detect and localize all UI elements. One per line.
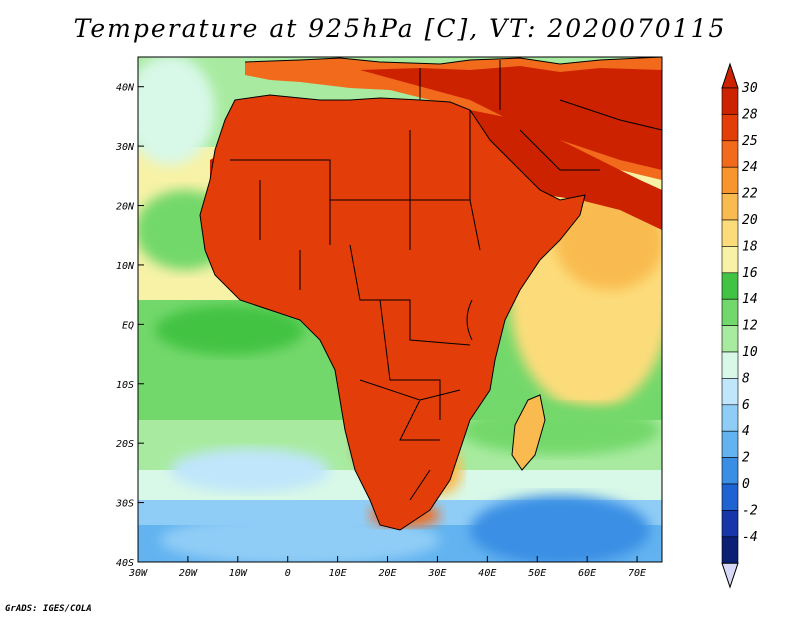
colorbar-label: -4 xyxy=(742,530,758,545)
colorbar-swatch xyxy=(721,272,739,300)
lat-tick-label: 20S xyxy=(116,439,134,450)
colorbar-swatch xyxy=(721,166,739,194)
lon-tick-label: 10E xyxy=(329,568,347,579)
colorbar-swatch xyxy=(721,351,739,379)
country-boundaries xyxy=(199,57,662,531)
colorbar-label: 4 xyxy=(742,424,750,439)
colorbar-label: 14 xyxy=(742,292,758,307)
temperature-field xyxy=(138,57,662,562)
colorbar-swatch xyxy=(721,246,739,274)
lon-tick-label: 0 xyxy=(285,568,291,579)
colorbar-swatch xyxy=(721,140,739,168)
colorbar-swatch xyxy=(721,114,739,142)
lon-tick-label: 70E xyxy=(628,568,646,579)
colorbar-label: 24 xyxy=(742,160,758,175)
colorbar-label: 6 xyxy=(742,398,750,413)
lon-tick-label: 10W xyxy=(229,568,248,579)
lat-tick-label: 30N xyxy=(115,142,135,153)
colorbar-label: -2 xyxy=(742,503,758,518)
lat-tick-label: 40S xyxy=(116,558,134,569)
lat-tick-label: EQ xyxy=(122,320,134,331)
colorbar-swatch xyxy=(721,219,739,247)
lat-tick-label: 40N xyxy=(116,83,135,94)
colorbar-bottom-arrow xyxy=(721,562,739,589)
colorbar-swatch xyxy=(721,483,739,511)
lat-tick-label: 30S xyxy=(115,499,134,510)
colorbar-swatch xyxy=(721,298,739,326)
map-title: Temperature at 925hPa [C], VT: 202007011… xyxy=(73,14,727,43)
colorbar-label: 8 xyxy=(742,371,750,386)
colorbar-label: 20 xyxy=(742,213,758,228)
colorbar-label: 12 xyxy=(742,319,758,334)
colorbar-label: 2 xyxy=(742,451,750,466)
lon-tick-label: 50E xyxy=(528,568,546,579)
colorbar-label: 25 xyxy=(742,134,758,149)
colorbar-label: 22 xyxy=(742,187,758,202)
lon-tick-label: 20E xyxy=(378,568,396,579)
credit-label: GrADS: IGES/COLA xyxy=(5,604,92,614)
colorbar-label: 10 xyxy=(742,345,758,360)
colorbar-label: 0 xyxy=(742,477,750,492)
lat-tick-label: 20N xyxy=(116,202,135,213)
plot-frame xyxy=(137,56,663,563)
colorbar-swatch xyxy=(721,536,739,564)
lon-tick-label: 30E xyxy=(427,568,446,579)
lon-tick-label: 30W xyxy=(128,568,148,579)
lat-tick-label: 10S xyxy=(116,380,134,391)
colorbar-swatch xyxy=(721,378,739,406)
lat-tick-label: 10N xyxy=(116,261,135,272)
colorbar-label: 16 xyxy=(742,266,758,281)
lon-tick-label: 60E xyxy=(578,568,596,579)
colorbar-top-arrow xyxy=(721,62,739,89)
colorbar-swatch xyxy=(721,87,739,115)
colorbar-swatch xyxy=(721,404,739,432)
colorbar-swatch xyxy=(721,510,739,538)
colorbar-label: 18 xyxy=(742,239,758,254)
colorbar-label: 30 xyxy=(741,81,758,96)
colorbar-swatch xyxy=(721,457,739,485)
colorbar-swatch xyxy=(721,193,739,221)
colorbar-swatch xyxy=(721,430,739,458)
lon-tick-label: 40E xyxy=(478,568,496,579)
colorbar-label: 28 xyxy=(742,107,758,122)
lon-tick-label: 20W xyxy=(179,568,198,579)
colorbar-swatch xyxy=(721,325,739,353)
